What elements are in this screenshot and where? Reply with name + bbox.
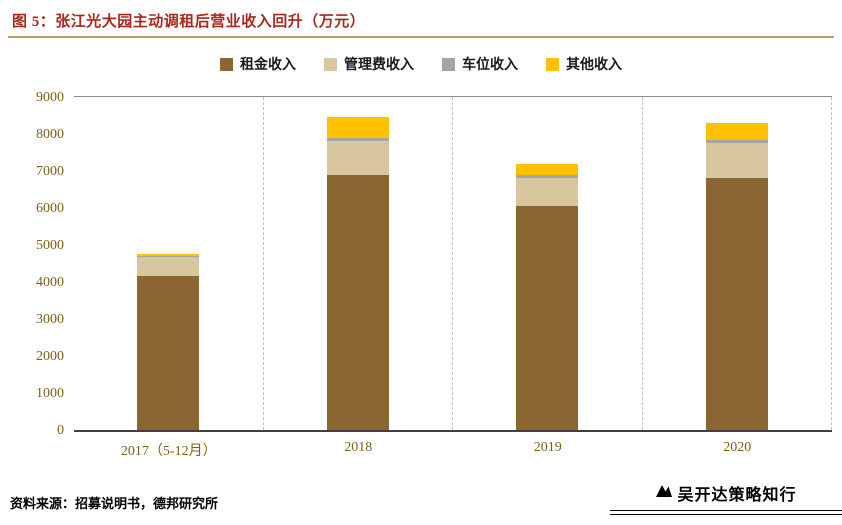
watermark-divider-bottom [610,514,842,515]
y-tick-label: 7000 [36,164,64,179]
legend-swatch [324,57,337,71]
y-tick-label: 2000 [36,349,64,364]
legend-swatch [546,57,559,71]
y-tick-label: 1000 [36,386,64,401]
bar-segment [326,174,389,430]
watermark-text: 吴开达策略知行 [677,487,797,504]
y-tick-label: 3000 [36,312,64,327]
bar-segment [705,143,768,179]
legend-item: 车位收入 [442,54,518,74]
bar-segment [137,255,200,258]
y-tick-label: 6000 [36,201,64,216]
bar-segment [705,178,768,430]
legend-label: 车位收入 [462,58,518,73]
watermark: 吴开达策略知行 [610,481,842,515]
y-tick-label: 4000 [36,275,64,290]
legend-swatch [442,57,455,71]
bar-segment [326,117,389,138]
bar-segment [326,137,389,142]
bar-segment [516,206,579,430]
legend-swatch [220,57,233,71]
legend-label: 租金收入 [240,58,296,73]
watermark-row: 吴开达策略知行 [610,481,842,505]
bar-segment [516,163,579,175]
stacked-bar [326,117,389,430]
legend-item: 其他收入 [546,54,622,74]
y-axis: 0 1000 2000 3000 4000 5000 6000 7000 8000 9000 [12,90,74,438]
stacked-bar [516,163,579,430]
legend-label: 管理费收入 [344,58,414,73]
x-tick-label: 2017（5-12月） [120,444,217,459]
category-section [74,97,264,430]
stacked-bar [137,253,200,430]
watermark-logo-icon [655,483,673,503]
x-tick-label: 2018 [344,440,373,455]
bar-segment [137,276,200,430]
y-tick-label: 0 [57,423,64,438]
stacked-bar [705,122,768,430]
stacked-bar-chart: 0 1000 2000 3000 4000 5000 6000 7000 8000 9000 20… [12,90,832,464]
bar-segment [516,178,579,207]
y-tick-label: 5000 [36,238,64,253]
y-tick-label: 9000 [36,90,64,105]
figure-header: 图 5：张江光大园主动调租后营业收入回升（万元） [12,10,830,31]
legend-item: 管理费收入 [324,54,414,74]
legend-item: 租金收入 [220,54,296,74]
chart-legend: 租金收入 管理费收入 车位收入 其他收入 [0,54,842,74]
x-axis: 2017（5-12月） 2018 2019 2020 [74,432,832,464]
bar-segment [705,139,768,144]
plot-area [74,96,832,432]
source-note: 资料来源：招募说明书，德邦研究所 [10,496,219,511]
header-divider [8,36,834,38]
y-tick-label: 8000 [36,127,64,142]
category-section [264,97,453,430]
legend-label: 其他收入 [566,58,622,73]
x-tick-label: 2019 [533,440,562,455]
bar-segment [326,141,389,175]
category-section [643,97,832,430]
bar-segment [137,253,200,256]
bar-segment [705,122,768,140]
category-section [453,97,643,430]
x-tick-label: 2020 [723,440,752,455]
bar-segment [516,174,579,179]
bar-segment [137,257,200,277]
figure-title: 图 5：张江光大园主动调租后营业收入回升（万元） [12,14,366,30]
watermark-divider-top [610,510,842,511]
